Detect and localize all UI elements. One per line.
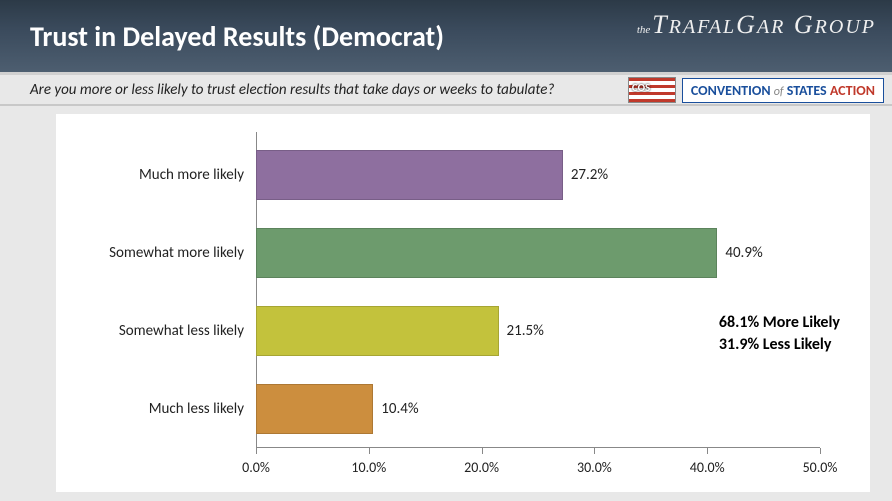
summary-text: 68.1% More Likely 31.9% Less Likely [719,312,840,355]
bar-row: Much more likely27.2% [256,150,820,200]
x-tick [482,448,483,454]
x-tick [820,448,821,454]
logo-prefix: the [637,24,650,36]
bar-category-label: Much less likely [149,400,244,418]
chart-area: 0.0% 10.0% 20.0% 30.0% 40.0% 50.0% Much more l… [56,114,870,492]
subheader-bar: Are you more or less likely to trust ele… [0,72,892,106]
x-tick [594,448,595,454]
bar-value-label: 21.5% [507,322,544,340]
bar-row: Much less likely10.4% [256,384,820,434]
x-axis [256,447,820,448]
page-title: Trust in Delayed Results (Democrat) [30,19,444,54]
survey-question: Are you more or less likely to trust ele… [30,81,554,99]
summary-more: 68.1% More Likely [719,312,840,334]
cos-flag-icon: COS [628,77,676,103]
trafalgar-logo: theTRAFALGAR GROUP [637,10,876,40]
bar [256,306,499,356]
bar-value-label: 40.9% [725,244,762,262]
bar-category-label: Much more likely [139,166,244,184]
x-tick-label: 30.0% [577,459,612,476]
x-tick-label: 40.0% [690,459,725,476]
bar-category-label: Somewhat more likely [109,244,244,262]
cos-logo-block: COS CONVENTION of STATES ACTION [628,77,884,103]
chart-plot: 0.0%10.0%20.0%30.0%40.0%50.0%Much more l… [256,132,820,448]
x-tick [256,448,257,454]
summary-less: 31.9% Less Likely [719,334,840,356]
cos-flag-label: COS [632,81,650,94]
bar-row: Somewhat more likely40.9% [256,228,820,278]
bar-value-label: 27.2% [571,166,608,184]
bar [256,150,563,200]
x-tick-label: 10.0% [351,459,386,476]
cos-text: CONVENTION of STATES ACTION [682,78,884,103]
bar [256,228,717,278]
x-tick [369,448,370,454]
slide-header: Trust in Delayed Results (Democrat) theT… [0,0,892,72]
bar-category-label: Somewhat less likely [119,322,244,340]
x-tick-label: 20.0% [464,459,499,476]
bar-value-label: 10.4% [381,400,418,418]
x-tick-label: 0.0% [242,459,270,476]
x-tick-label: 50.0% [803,459,838,476]
bar [256,384,373,434]
x-tick [707,448,708,454]
logo-text: TRAFALGAR GROUP [652,10,876,39]
